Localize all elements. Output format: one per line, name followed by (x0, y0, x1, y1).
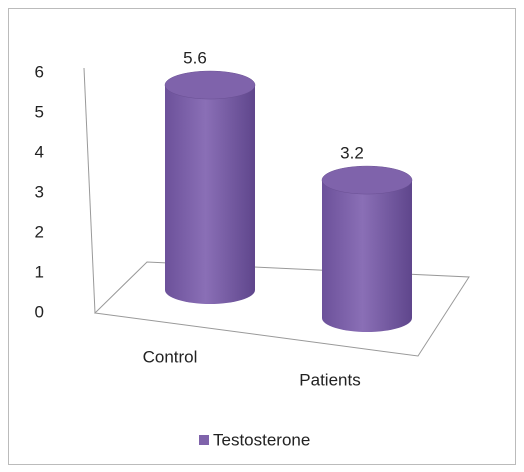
floor (93, 261, 470, 357)
x-tick-label: Control (143, 347, 198, 366)
bar-top (164, 70, 256, 100)
y-tick-label: 4 (35, 142, 44, 161)
legend-swatch (199, 435, 209, 445)
bar (322, 180, 412, 332)
data-label: 3.2 (340, 144, 364, 163)
legend-label: Testosterone (213, 430, 310, 449)
back-axis (83, 67, 96, 314)
bar-top (321, 165, 413, 195)
chart-border (8, 8, 516, 465)
y-tick-label: 0 (35, 302, 44, 321)
bar (165, 85, 255, 304)
y-tick-label: 6 (35, 62, 44, 81)
axes-frame (83, 67, 470, 357)
y-tick-label: 5 (35, 102, 44, 121)
data-label: 5.6 (183, 49, 207, 68)
y-tick-label: 3 (35, 182, 44, 201)
y-tick-label: 1 (35, 262, 44, 281)
y-tick-label: 2 (35, 222, 44, 241)
x-tick-label: Patients (299, 370, 360, 389)
